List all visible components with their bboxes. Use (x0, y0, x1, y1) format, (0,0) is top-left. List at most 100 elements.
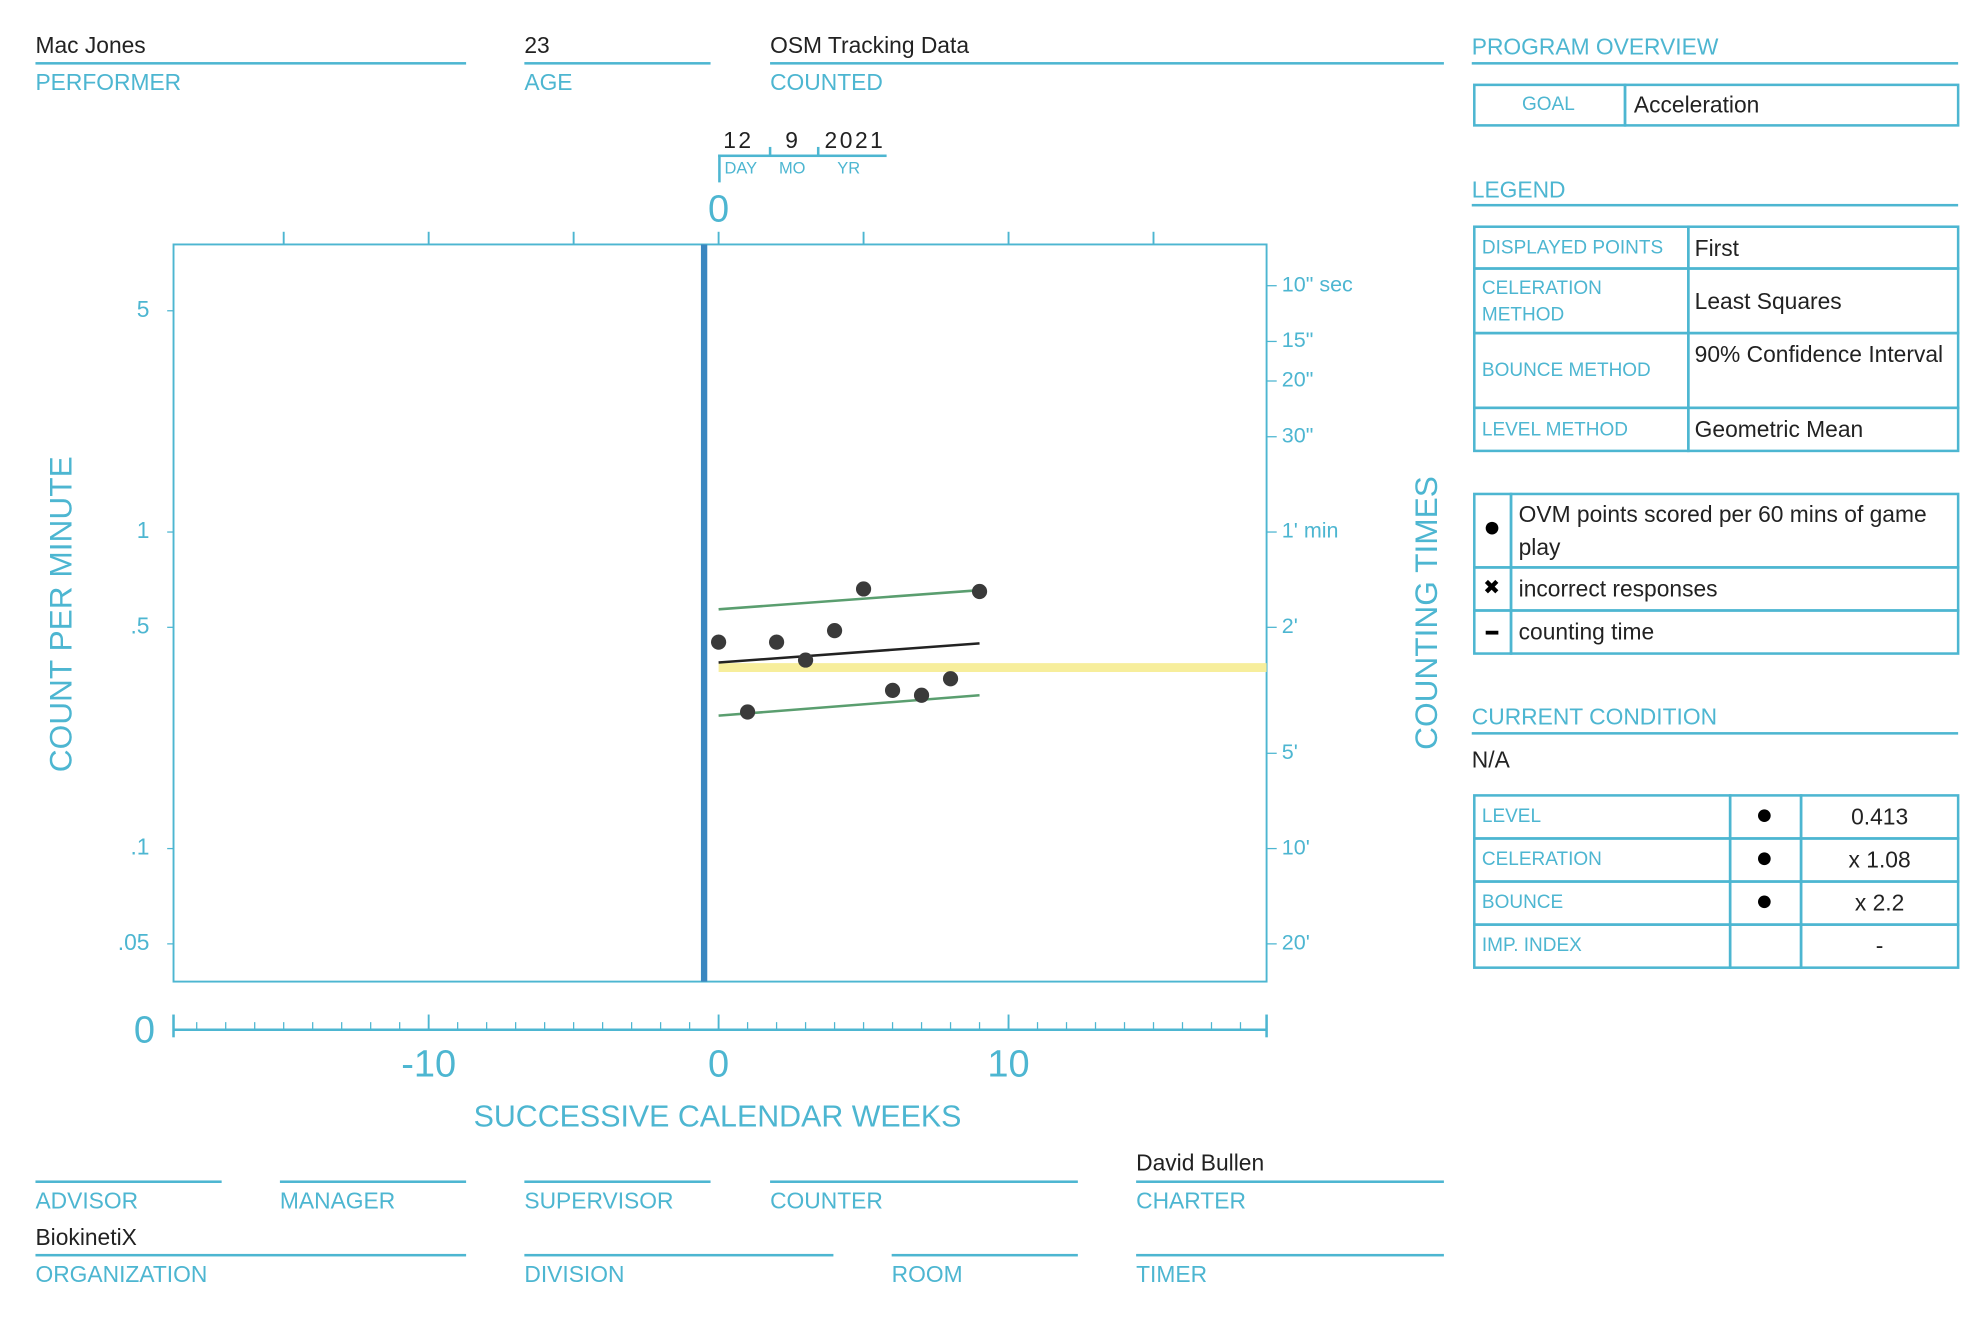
symbol-cross: ✖ (1483, 577, 1501, 600)
label: COUNTER (770, 1188, 883, 1214)
date-divider (718, 154, 721, 183)
condition-value: x 2.2 (1854, 890, 1905, 916)
y2-tick-label: 1' min (1282, 519, 1339, 543)
x-origin-label: 0 (134, 1009, 155, 1051)
symbol-dot (1758, 895, 1771, 909)
x-axis-title: SUCCESSIVE CALENDAR WEEKS (474, 1099, 962, 1133)
x2-label: 0 (708, 189, 729, 231)
section-title: CURRENT CONDITION (1471, 704, 1718, 730)
y2-tick-label: 20' (1282, 931, 1310, 955)
x-tick-label: 0 (708, 1043, 729, 1085)
x-tick-label: 10 (987, 1043, 1029, 1085)
section-title: PROGRAM OVERVIEW (1471, 34, 1719, 60)
y2-tick-label: 30" (1282, 423, 1314, 447)
condition-value: - (1875, 933, 1884, 959)
label: BOUNCE (1481, 891, 1564, 914)
underline (35, 1180, 222, 1183)
table-cell (1728, 923, 1803, 969)
date-month: 9 (785, 127, 798, 154)
date-divider (816, 146, 820, 156)
label: PERFORMER (35, 69, 182, 95)
label: ORGANIZATION (35, 1261, 208, 1287)
data-point (884, 682, 901, 699)
underline (1136, 1180, 1444, 1183)
underline (35, 62, 467, 65)
underline (279, 1180, 467, 1183)
organization: BiokinetiX (35, 1224, 137, 1251)
y2-tick-label: 10" sec (1282, 272, 1353, 296)
data-point (826, 623, 843, 639)
data-point (711, 634, 727, 650)
trend-line (718, 642, 980, 664)
label: MO (778, 158, 806, 178)
y-tick-label: .1 (130, 834, 149, 860)
performer: Mac Jones (35, 32, 146, 59)
y-tick-label: .05 (118, 929, 150, 955)
underline (718, 154, 887, 158)
y2-tick-label: 5' (1282, 740, 1298, 764)
data-point (971, 583, 988, 600)
y-axis-title: COUNT PER MINUTE (43, 456, 79, 772)
label: AGE (524, 69, 573, 95)
underline (524, 1180, 711, 1183)
symbol-dash (1485, 630, 1499, 635)
y-tick-label: 5 (137, 296, 150, 322)
legend-value: 90% Confidence Interval (1694, 341, 1944, 367)
legend-value: Geometric Mean (1694, 416, 1864, 443)
date-year: 2021 (824, 127, 886, 154)
y2-tick-label: 10' (1282, 835, 1310, 859)
date-divider (768, 146, 772, 156)
y2-axis-title: COUNTING TIMES (1408, 476, 1444, 750)
label: CHARTER (1136, 1188, 1246, 1214)
data-point (942, 671, 959, 687)
condition-value: x 1.08 (1848, 847, 1911, 873)
age: 23 (524, 32, 550, 59)
underline (770, 1180, 1078, 1183)
status: N/A (1471, 747, 1510, 773)
date-day: 12 (723, 127, 754, 154)
charter: David Bullen (1136, 1150, 1265, 1176)
y2-tick-label: 15" (1282, 328, 1314, 352)
legend-entry: OVM points scored per 60 mins of game pl… (1518, 501, 1927, 560)
counted: OSM Tracking Data (770, 32, 970, 59)
x-tick-label: -10 (401, 1043, 456, 1085)
label: CELERATION (1481, 848, 1602, 871)
legend-entry: counting time (1518, 619, 1655, 645)
y-tick-label: .5 (130, 612, 149, 638)
section-title: LEGEND (1471, 177, 1566, 203)
underline (1471, 62, 1959, 65)
legend-value: First (1694, 234, 1740, 261)
underline (524, 1253, 834, 1257)
label: ADVISOR (35, 1188, 139, 1214)
legend-entry: incorrect responses (1518, 576, 1718, 602)
y2-tick-label: 20" (1282, 368, 1314, 392)
symbol-dot (1758, 852, 1771, 866)
label: MANAGER (279, 1188, 396, 1214)
legend-key: BOUNCE METHOD (1481, 359, 1651, 382)
table-cell (1623, 83, 1960, 127)
y2-tick-label: 2' (1282, 614, 1298, 638)
data-point (739, 704, 756, 720)
label: SUPERVISOR (524, 1188, 674, 1214)
underline (524, 62, 711, 65)
symbol-dot (1758, 809, 1771, 823)
symbol-dot (1485, 521, 1499, 535)
underline (770, 62, 1444, 65)
label: IMP. INDEX (1481, 934, 1582, 957)
data-point (797, 652, 814, 668)
legend-key: LEVEL METHOD (1481, 418, 1628, 441)
condition-value: 0.413 (1851, 804, 1909, 830)
legend-key: CELERATION METHOD (1481, 276, 1602, 325)
legend-value: Least Squares (1694, 288, 1842, 314)
plot-frame (172, 243, 1268, 983)
legend-key: DISPLAYED POINTS (1481, 236, 1664, 259)
underline (1136, 1253, 1444, 1257)
y-tick-label: 1 (137, 517, 150, 543)
underline (1471, 203, 1959, 207)
goal: Acceleration (1633, 92, 1760, 118)
label: LEVEL (1481, 805, 1542, 828)
label: GOAL (1521, 93, 1575, 116)
data-point (768, 634, 785, 650)
data-point (855, 581, 872, 597)
